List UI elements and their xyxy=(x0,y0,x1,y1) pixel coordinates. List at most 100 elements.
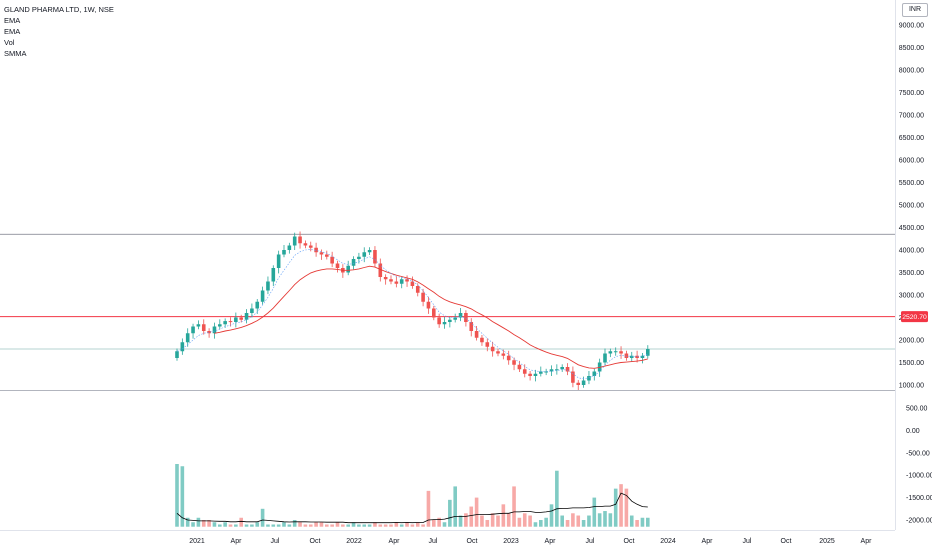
price-axis-tick: 8500.00 xyxy=(899,45,924,52)
candle-body xyxy=(560,367,564,370)
candle-body xyxy=(640,355,645,358)
volume-bar xyxy=(426,490,431,527)
legend-volume[interactable]: Vol xyxy=(4,38,15,47)
volume-bar xyxy=(501,504,506,527)
volume-bar xyxy=(335,522,340,527)
volume-bar xyxy=(597,513,602,527)
candle-body xyxy=(394,281,399,284)
candle-body xyxy=(480,337,484,343)
volume-bar xyxy=(271,524,276,527)
time-axis-tick: Oct xyxy=(624,538,635,545)
candle-body xyxy=(325,254,329,257)
time-axis-tick: Oct xyxy=(467,538,478,545)
candle-body xyxy=(201,324,206,331)
candle-body xyxy=(228,321,233,323)
volume-bar xyxy=(357,524,361,527)
volume-bar xyxy=(517,517,522,527)
volume-bar xyxy=(185,517,190,527)
candle-body xyxy=(367,250,372,253)
volume-bar xyxy=(228,524,233,527)
candle-body xyxy=(528,373,532,376)
candle-body xyxy=(448,319,452,322)
candle-body xyxy=(571,371,575,383)
volume-bar xyxy=(549,504,554,527)
volume-bar xyxy=(512,486,516,527)
candle-body xyxy=(544,371,548,373)
candle-body xyxy=(399,279,404,284)
volume-axis-tick: -500.00 xyxy=(906,450,930,457)
candle-body xyxy=(506,355,511,361)
volume-bar xyxy=(490,513,495,527)
volume-bar xyxy=(506,513,511,527)
volume-bar xyxy=(453,486,457,527)
volume-bar xyxy=(619,484,623,527)
volume-bar xyxy=(565,520,570,527)
time-axis-tick: 2025 xyxy=(819,538,835,545)
candle-body xyxy=(266,281,270,291)
volume-bar xyxy=(341,524,345,527)
candle-body xyxy=(180,342,185,352)
candle-body xyxy=(239,317,243,320)
volume-bar xyxy=(282,522,286,527)
time-axis-tick: Oct xyxy=(781,538,792,545)
time-axis-tick: Jul xyxy=(271,538,280,545)
candle-body xyxy=(613,351,618,353)
volume-bar xyxy=(303,524,308,527)
volume-bar xyxy=(351,522,356,527)
candle-body xyxy=(549,369,554,372)
volume-bar xyxy=(196,517,201,527)
volume-bar xyxy=(255,522,260,527)
time-axis-tick: Oct xyxy=(310,538,321,545)
candle-body xyxy=(207,331,211,334)
candle-body xyxy=(292,236,297,246)
candle-body xyxy=(635,355,639,358)
legend-ema-slow[interactable]: EMA xyxy=(4,27,21,36)
time-axis-tick: Apr xyxy=(545,538,557,545)
candle-body xyxy=(453,317,457,320)
volume-bar xyxy=(276,524,281,527)
slow-ema-line xyxy=(214,265,648,369)
volume-bar xyxy=(191,522,195,527)
candle-body xyxy=(629,355,634,358)
volume-bar xyxy=(175,464,179,527)
volume-bar xyxy=(613,488,618,527)
legend-ema-fast[interactable]: EMA xyxy=(4,16,21,25)
volume-bar xyxy=(646,517,650,527)
volume-axis-tick: -2000.00 xyxy=(906,518,932,525)
legend-smma[interactable]: SMMA xyxy=(4,49,27,58)
time-axis-tick: Apr xyxy=(861,538,873,545)
candle-body xyxy=(383,277,388,280)
volume-axis-tick: -1500.00 xyxy=(906,495,932,502)
candle-body xyxy=(218,324,222,327)
currency-label[interactable]: INR xyxy=(902,3,928,17)
candle-body xyxy=(335,263,340,268)
volume-bar xyxy=(544,517,548,527)
volume-bar xyxy=(308,524,313,527)
volume-bar xyxy=(560,515,564,527)
candle-body xyxy=(608,351,613,354)
candle-body xyxy=(458,313,463,318)
time-axis-tick: Jul xyxy=(743,538,752,545)
volume-bar xyxy=(635,520,639,527)
volume-bar xyxy=(346,524,350,527)
candle-body xyxy=(512,360,516,365)
volume-bar xyxy=(244,524,249,527)
candle-body xyxy=(271,268,276,282)
current-price-tag xyxy=(901,311,928,323)
volume-bar xyxy=(373,522,377,527)
volume-bar xyxy=(592,497,597,527)
volume-bar xyxy=(319,522,324,527)
volume-bar xyxy=(394,522,399,527)
candle-body xyxy=(298,236,302,244)
candle-body xyxy=(255,301,260,309)
legend-symbol[interactable]: GLAND PHARMA LTD, 1W, NSE xyxy=(4,5,114,14)
candle-body xyxy=(624,353,629,358)
volume-axis-tick: -1000.00 xyxy=(906,473,932,480)
volume-bar xyxy=(442,522,447,527)
candle-body xyxy=(351,259,356,266)
candle-body xyxy=(437,317,441,325)
volume-bar xyxy=(260,508,265,527)
volume-bar xyxy=(533,522,538,527)
